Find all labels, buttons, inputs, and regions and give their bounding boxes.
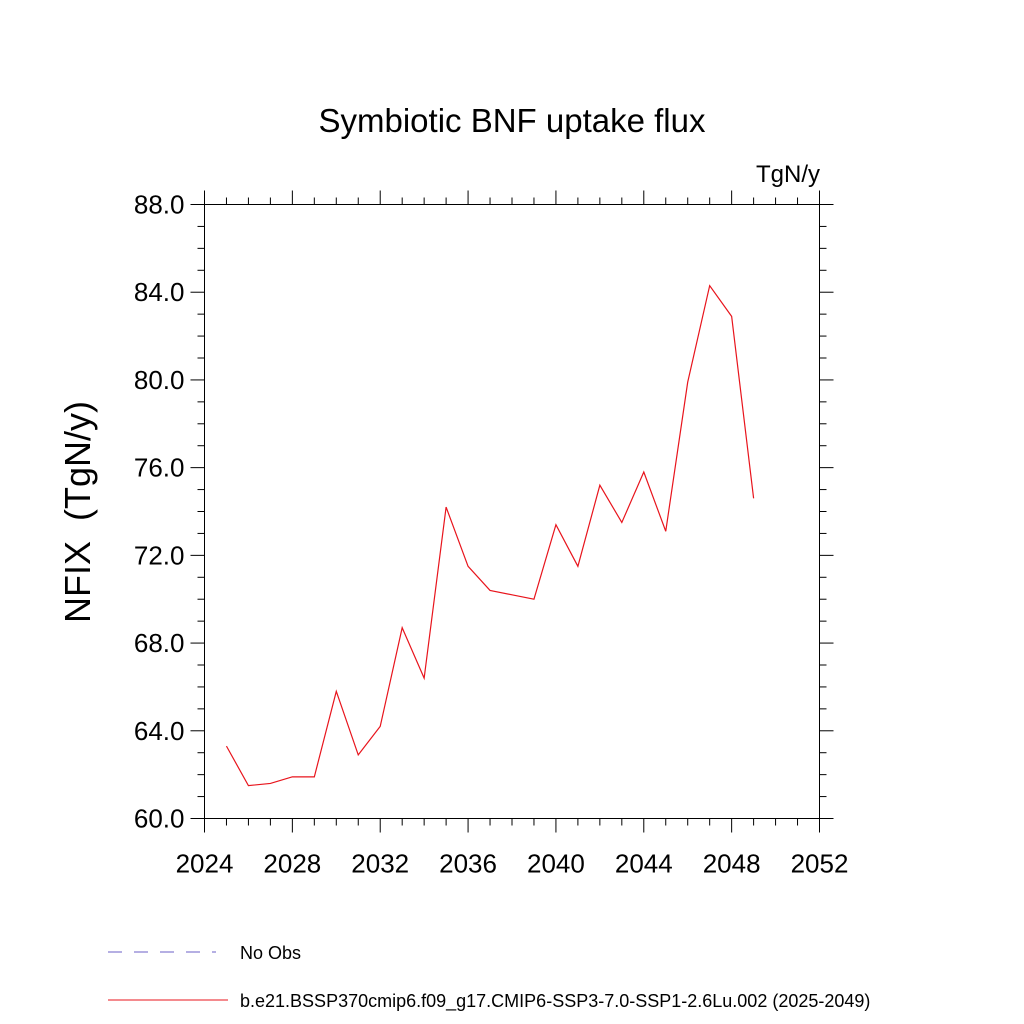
- legend-label-1: b.e21.BSSP370cmip6.f09_g17.CMIP6-SSP3-7.…: [240, 991, 870, 1012]
- y-tick-label: 76.0: [134, 453, 185, 483]
- y-tick-label: 80.0: [134, 365, 185, 395]
- x-tick-label: 2052: [791, 849, 849, 879]
- units-label: TgN/y: [756, 161, 820, 188]
- y-tick-label: 64.0: [134, 716, 185, 746]
- legend-label-0: No Obs: [240, 943, 301, 963]
- x-tick-label: 2028: [263, 849, 321, 879]
- x-tick-label: 2040: [527, 849, 585, 879]
- y-tick-label: 60.0: [134, 804, 185, 834]
- legend: No Obs b.e21.BSSP370cmip6.f09_g17.CMIP6-S…: [108, 943, 870, 1012]
- y-tick-label: 72.0: [134, 540, 185, 570]
- axis-tick-labels: 2024 2028 2032 2036 2040 2044 2048 2052 60.0 64.0…: [134, 190, 849, 879]
- series-line-0: [225, 284, 755, 787]
- y-axis-label: NFIX (TgN/y): [57, 401, 98, 623]
- x-tick-label: 2024: [176, 849, 234, 879]
- plot-frame: [204, 204, 820, 819]
- x-tick-label: 2048: [703, 849, 761, 879]
- y-tick-label: 68.0: [134, 628, 185, 658]
- axis-ticks: [190, 190, 834, 833]
- series-group: [225, 284, 755, 787]
- y-tick-label: 84.0: [134, 277, 185, 307]
- chart-title: Symbiotic BNF uptake flux: [319, 102, 706, 139]
- x-tick-label: 2032: [351, 849, 409, 879]
- x-tick-label: 2036: [439, 849, 497, 879]
- y-tick-label: 88.0: [134, 190, 185, 220]
- x-tick-label: 2044: [615, 849, 673, 879]
